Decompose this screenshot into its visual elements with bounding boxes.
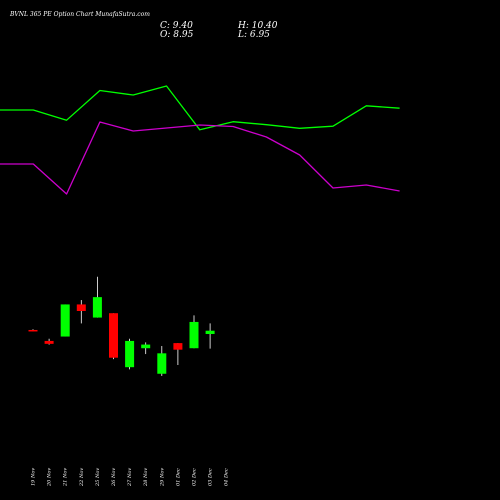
- candle-21-nov: [60, 304, 70, 337]
- candle-body: [28, 329, 38, 332]
- candle-19-nov: [28, 329, 38, 332]
- candle-body: [125, 340, 135, 368]
- x-tick-label: 20 Nov: [47, 468, 53, 487]
- x-tick-label: 22 Nov: [79, 468, 85, 487]
- x-tick-label: 02 Dec: [192, 468, 198, 486]
- candle-03-dec: [205, 323, 215, 349]
- indicator-line-2: [0, 121, 400, 195]
- x-tick-label: 01 Dec: [175, 468, 181, 486]
- candle-body: [76, 304, 86, 311]
- candle-26-nov: [109, 313, 118, 360]
- x-tick-label: 25 Nov: [95, 468, 101, 487]
- x-tick-label: 19 Nov: [31, 468, 37, 486]
- high-readout: H: 10.40: [237, 21, 278, 31]
- candle-22-nov: [76, 300, 86, 324]
- x-tick-label: 03 Dec: [208, 468, 214, 486]
- candle-29-nov: [157, 346, 167, 376]
- candle-02-dec: [189, 315, 199, 349]
- candle-body: [141, 344, 151, 349]
- candle-body: [173, 343, 183, 350]
- x-tick-label: 28 Nov: [143, 468, 149, 487]
- candle-25-nov: [92, 276, 102, 318]
- candle-01-dec: [173, 343, 183, 365]
- candle-body: [157, 353, 167, 374]
- x-tick-label: 04 Dec: [224, 468, 230, 486]
- candle-body: [44, 340, 54, 344]
- indicator-lines: [0, 85, 400, 195]
- candle-body: [60, 304, 70, 337]
- candle-body: [92, 297, 102, 318]
- x-tick-label: 29 Nov: [159, 468, 165, 487]
- candlesticks: [28, 276, 215, 376]
- candle-20-nov: [44, 338, 54, 345]
- chart-title: BVNL 365 PE Option Chart MunafaSutra.com: [9, 11, 150, 18]
- candle-27-nov: [125, 338, 135, 370]
- candle-body: [205, 330, 215, 334]
- candle-28-nov: [141, 342, 151, 355]
- close-readout: C: 9.40: [160, 21, 193, 31]
- low-readout: L: 6.95: [237, 30, 270, 40]
- x-tick-label: 26 Nov: [111, 468, 117, 487]
- x-tick-label: 21 Nov: [63, 468, 69, 487]
- indicator-line-1: [0, 85, 400, 131]
- candle-body: [109, 313, 118, 358]
- x-tick-label: 27 Nov: [127, 468, 133, 487]
- candle-body: [189, 321, 199, 349]
- open-readout: O: 8.95: [160, 30, 194, 40]
- x-axis-ticks: 19 Nov 20 Nov 21 Nov 22 Nov 25 Nov 26 Nov 27 N…: [31, 468, 230, 487]
